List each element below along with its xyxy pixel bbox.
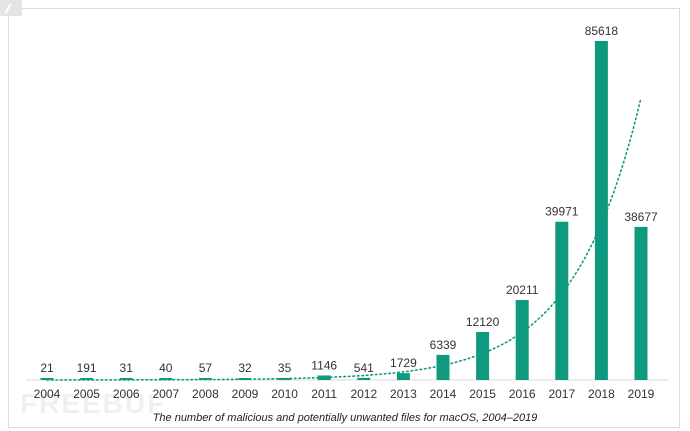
x-tick-2018: 2018: [588, 387, 615, 401]
bar-2004: [40, 378, 54, 380]
bar-2018: [594, 41, 608, 380]
value-label-2008: 57: [199, 361, 213, 375]
value-label-2012: 541: [354, 361, 374, 375]
bars-layer: [26, 41, 668, 381]
bar-2010: [278, 378, 292, 380]
corner-logo-icon: [0, 0, 22, 16]
value-labels-layer: 21 191 31 40 57 32 35 1146 541 1729 6339 12120 20211…: [40, 24, 658, 375]
x-tick-2019: 2019: [628, 387, 655, 401]
value-label-2004: 21: [40, 361, 54, 375]
bar-2005: [80, 378, 94, 380]
exponential-trendline: [46, 97, 642, 381]
value-label-2007: 40: [159, 361, 173, 375]
x-tick-2017: 2017: [548, 387, 575, 401]
bar-2017: [555, 221, 569, 380]
x-tick-2016: 2016: [509, 387, 536, 401]
bar-2012: [357, 377, 371, 380]
x-tick-2014: 2014: [430, 387, 457, 401]
x-tick-2009: 2009: [232, 387, 259, 401]
x-tick-2012: 2012: [350, 387, 377, 401]
value-label-2010: 35: [278, 361, 292, 375]
x-tick-2007: 2007: [152, 387, 179, 401]
value-label-2006: 31: [120, 361, 134, 375]
bar-2007: [159, 378, 173, 380]
x-tick-2004: 2004: [34, 387, 61, 401]
bar-2013: [396, 373, 410, 380]
bar-2011: [317, 375, 331, 380]
value-label-2011: 1146: [311, 358, 337, 372]
value-label-2014: 6339: [430, 338, 457, 352]
value-label-2017: 39971: [545, 205, 579, 219]
x-tick-2008: 2008: [192, 387, 219, 401]
x-tick-2006: 2006: [113, 387, 140, 401]
x-tick-2010: 2010: [271, 387, 298, 401]
value-label-2015: 12120: [466, 315, 500, 329]
x-tick-2015: 2015: [469, 387, 496, 401]
x-tick-2013: 2013: [390, 387, 417, 401]
x-tick-2005: 2005: [73, 387, 100, 401]
x-axis-ticks-layer: 2004 2005 2006 2007 2008 2009 2010 2011 2012 2013…: [34, 387, 655, 401]
value-label-2016: 20211: [506, 283, 539, 297]
trendline-layer: [46, 97, 642, 381]
chart-caption: The number of malicious and potentially …: [152, 412, 538, 424]
value-label-2009: 32: [238, 361, 252, 375]
bar-2014: [436, 354, 450, 380]
bar-2016: [515, 299, 529, 380]
value-label-2018: 85618: [585, 24, 619, 38]
bar-2015: [476, 332, 490, 380]
chart-frame: [8, 8, 680, 428]
value-label-2019: 38677: [624, 210, 658, 224]
bar-2019: [634, 226, 648, 380]
value-label-2005: 191: [77, 361, 97, 375]
bar-2006: [119, 378, 133, 380]
value-label-2013: 1729: [390, 356, 417, 370]
x-tick-2011: 2011: [311, 387, 337, 401]
